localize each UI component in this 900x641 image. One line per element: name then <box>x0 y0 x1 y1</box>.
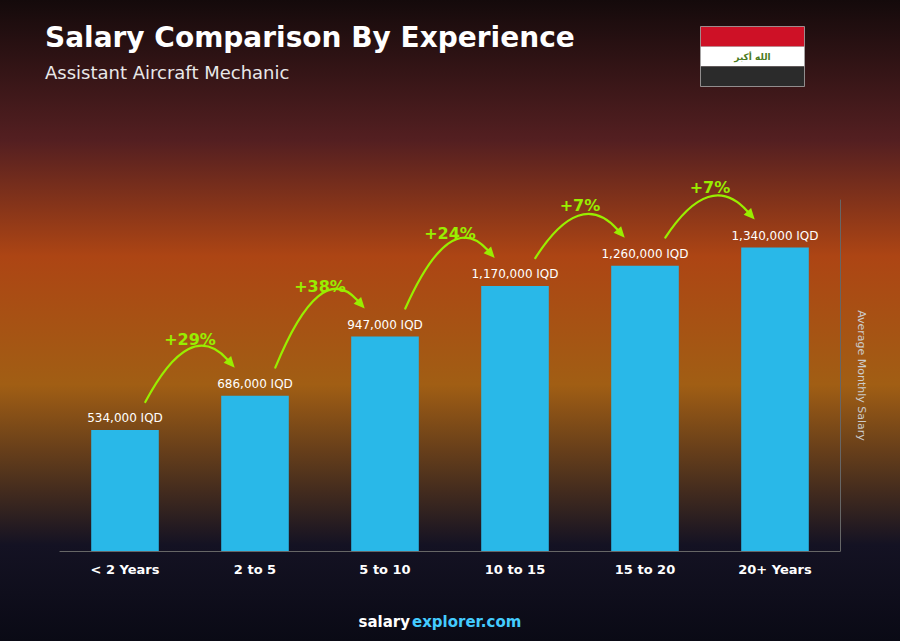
svg-text:explorer.com: explorer.com <box>412 613 521 631</box>
svg-text:20+ Years: 20+ Years <box>738 562 812 577</box>
svg-text:5 to 10: 5 to 10 <box>359 562 410 577</box>
svg-text:+7%: +7% <box>690 178 731 197</box>
svg-text:947,000 IQD: 947,000 IQD <box>347 318 423 332</box>
svg-text:+38%: +38% <box>294 277 346 296</box>
svg-text:+7%: +7% <box>560 196 601 215</box>
svg-text:Salary Comparison By Experienc: Salary Comparison By Experience <box>45 21 575 54</box>
svg-text:10 to 15: 10 to 15 <box>485 562 545 577</box>
svg-text:1,260,000 IQD: 1,260,000 IQD <box>601 247 688 261</box>
svg-text:1,340,000 IQD: 1,340,000 IQD <box>731 229 818 243</box>
svg-text:686,000 IQD: 686,000 IQD <box>217 377 293 391</box>
svg-text:salary: salary <box>359 613 411 631</box>
svg-text:Average Monthly Salary: Average Monthly Salary <box>855 310 868 441</box>
svg-text:2 to 5: 2 to 5 <box>234 562 276 577</box>
svg-text:< 2 Years: < 2 Years <box>91 562 160 577</box>
svg-text:الله أكبر: الله أكبر <box>733 51 770 63</box>
svg-text:534,000 IQD: 534,000 IQD <box>87 411 163 425</box>
svg-text:15 to 20: 15 to 20 <box>615 562 675 577</box>
svg-text:1,170,000 IQD: 1,170,000 IQD <box>471 267 558 281</box>
svg-text:+29%: +29% <box>164 330 216 349</box>
svg-text:Assistant Aircraft Mechanic: Assistant Aircraft Mechanic <box>45 62 289 83</box>
svg-text:+24%: +24% <box>424 224 476 243</box>
